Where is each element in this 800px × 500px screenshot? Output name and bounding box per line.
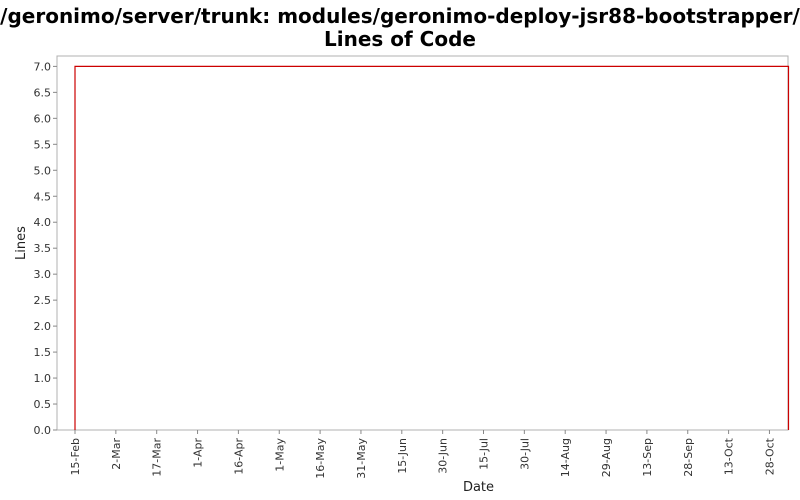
y-tick-label: 6.5 [34, 86, 52, 99]
x-tick-label: 17-Mar [151, 438, 164, 477]
y-tick-label: 2.5 [34, 294, 52, 307]
x-tick-label: 2-Mar [110, 438, 123, 470]
x-tick-label: 15-Jun [396, 438, 409, 474]
y-tick-label: 3.0 [34, 268, 52, 281]
x-axis-title: Date [463, 480, 494, 495]
y-tick-label: 1.0 [34, 372, 52, 385]
y-tick-label: 0.0 [34, 424, 52, 437]
y-tick-label: 4.5 [34, 190, 52, 203]
y-tick-label: 4.0 [34, 216, 52, 229]
chart-title-line2: Lines of Code [324, 27, 476, 51]
y-tick-label: 2.0 [34, 320, 52, 333]
y-tick-label: 5.0 [34, 164, 52, 177]
y-tick-label: 7.0 [34, 60, 52, 73]
y-tick-label: 6.0 [34, 112, 52, 125]
x-tick-label: 1-May [273, 438, 286, 472]
y-tick-label: 5.5 [34, 138, 52, 151]
x-tick-label: 15-Feb [69, 438, 82, 475]
chart-title-line1: /geronimo/server/trunk: modules/geronimo… [0, 4, 800, 28]
x-tick-label: 31-May [355, 438, 368, 479]
x-tick-label: 16-Apr [232, 438, 245, 475]
x-tick-label: 30-Jun [437, 438, 450, 474]
series-line [74, 65, 790, 430]
plot-area [56, 55, 789, 431]
y-tick-label: 1.5 [34, 346, 52, 359]
x-tick-label: 1-Apr [192, 438, 205, 468]
x-tick-label: 30-Jul [518, 438, 531, 470]
x-tick-label: 16-May [314, 438, 327, 479]
x-tick-label: 13-Sep [641, 438, 654, 477]
y-axis-title: Lines [14, 226, 29, 260]
x-tick-label: 28-Sep [682, 438, 695, 477]
y-tick-label: 0.5 [34, 398, 52, 411]
y-tick-label: 3.5 [34, 242, 52, 255]
x-tick-label: 14-Aug [559, 438, 572, 477]
x-tick-label: 28-Oct [763, 437, 776, 475]
x-tick-label: 29-Aug [600, 438, 613, 477]
x-tick-label: 13-Oct [723, 437, 736, 475]
x-tick-label: 15-Jul [478, 438, 491, 470]
